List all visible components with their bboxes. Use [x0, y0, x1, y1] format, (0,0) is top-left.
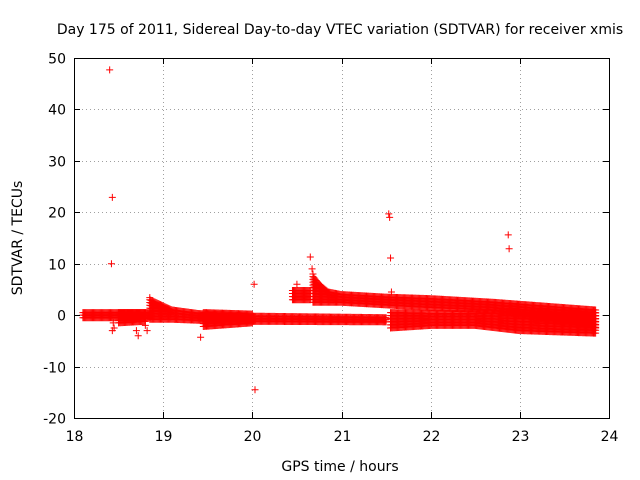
data-point — [505, 245, 513, 253]
y-tick-label: -10 — [43, 361, 66, 377]
x-tick-label: 18 — [66, 429, 84, 445]
y-tick-label: 10 — [48, 258, 66, 274]
y-tick-label: -20 — [43, 412, 66, 428]
x-tick-label: 24 — [601, 429, 619, 445]
data-point — [143, 327, 151, 335]
data-point — [382, 314, 390, 322]
data-point — [106, 66, 114, 74]
y-axis-label: SDTVAR / TECUs — [10, 181, 26, 296]
data-point — [308, 265, 316, 273]
data-point — [248, 310, 256, 318]
data-point — [251, 386, 259, 394]
data-point — [108, 193, 116, 201]
data-point — [387, 254, 395, 262]
x-axis-label: GPS time / hours — [281, 459, 398, 475]
x-tick-label: 23 — [512, 429, 530, 445]
data-point — [197, 333, 205, 341]
chart-title: Day 175 of 2011, Sidereal Day-to-day VTE… — [57, 22, 623, 38]
data-point — [141, 309, 149, 317]
data-point — [107, 260, 115, 268]
x-tick-label: 20 — [244, 429, 262, 445]
y-tick-label: 20 — [48, 206, 66, 222]
data-point — [293, 280, 301, 288]
data-point — [306, 253, 314, 261]
data-point — [134, 332, 142, 340]
data-points — [79, 66, 600, 394]
axis-ticks: 18 19 20 21 22 23 24 -20 -10 0 10 20 30 40 50 — [43, 52, 618, 446]
y-tick-label: 50 — [48, 52, 66, 68]
x-tick-label: 21 — [334, 429, 352, 445]
x-tick-label: 22 — [423, 429, 441, 445]
data-point — [504, 231, 512, 239]
data-point — [386, 213, 394, 221]
data-point — [250, 280, 258, 288]
data-point — [132, 327, 140, 335]
data-point — [385, 210, 393, 218]
y-tick-label: 0 — [57, 309, 66, 325]
grid-lines — [74, 58, 609, 418]
x-tick-label: 19 — [155, 429, 173, 445]
y-tick-label: 40 — [48, 103, 66, 119]
y-tick-label: 30 — [48, 155, 66, 171]
